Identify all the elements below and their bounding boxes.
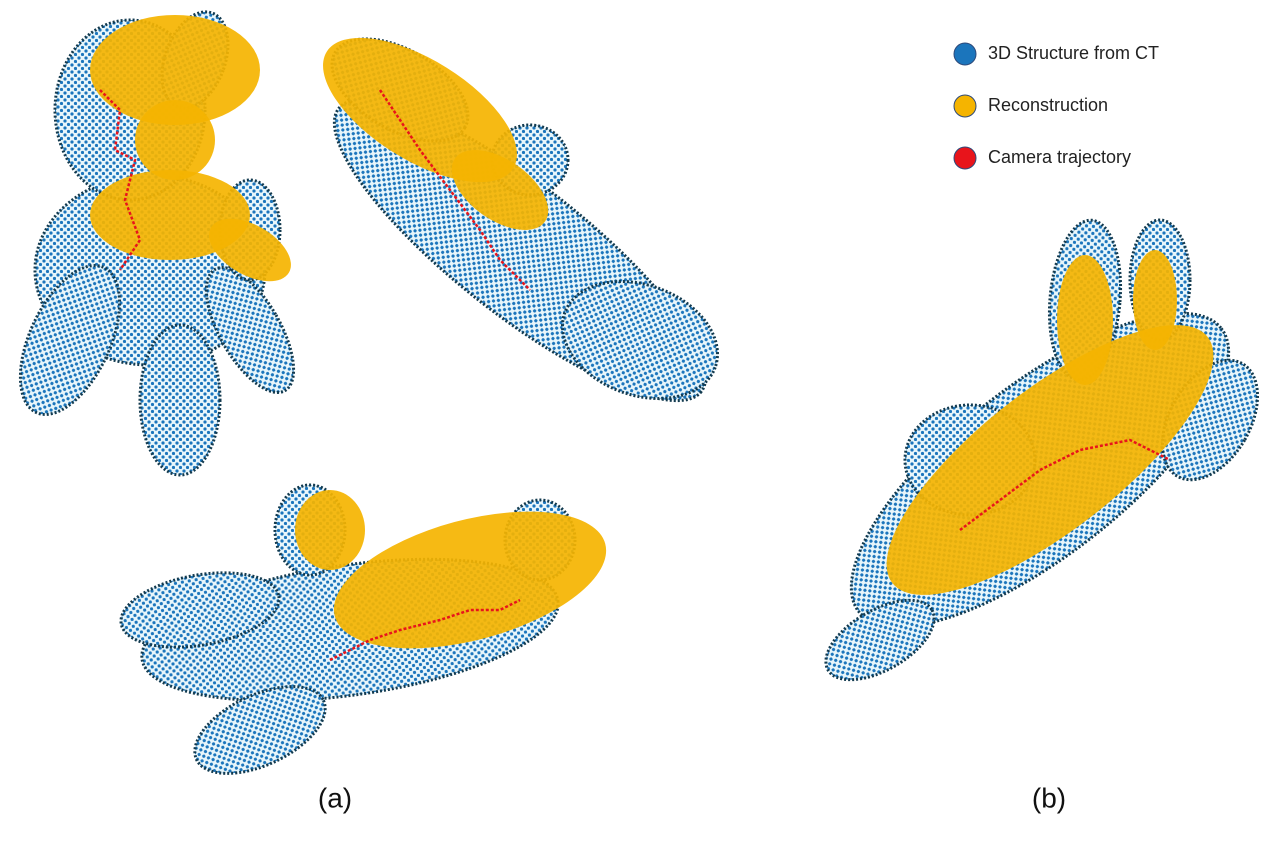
- point-cloud-bottom: [115, 485, 621, 791]
- legend-label: Reconstruction: [988, 95, 1108, 115]
- legend-marker: [954, 95, 976, 117]
- legend: 3D Structure from CT Reconstruction Camera…: [954, 43, 1159, 169]
- point-cloud-top-left: [0, 3, 311, 475]
- reconstruction-points: [1057, 255, 1113, 385]
- reconstruction-points: [295, 490, 365, 570]
- point-cloud-top-right: [299, 9, 742, 443]
- panel-label: (a): [318, 782, 352, 813]
- legend-label: Camera trajectory: [988, 147, 1131, 167]
- ct-points: [140, 325, 220, 475]
- reconstruction-points: [135, 100, 215, 180]
- reconstruction-points: [1133, 250, 1177, 350]
- legend-label: 3D Structure from CT: [988, 43, 1159, 63]
- legend-marker: [954, 43, 976, 65]
- panel-label: (b): [1032, 782, 1066, 813]
- page: {"legend": [ {"label": "3D Structure fro…: [0, 0, 1266, 842]
- legend-marker: [954, 147, 976, 169]
- figure: 3D Structure from CT Reconstruction Camera…: [0, 0, 1266, 842]
- point-cloud-right: [806, 217, 1266, 696]
